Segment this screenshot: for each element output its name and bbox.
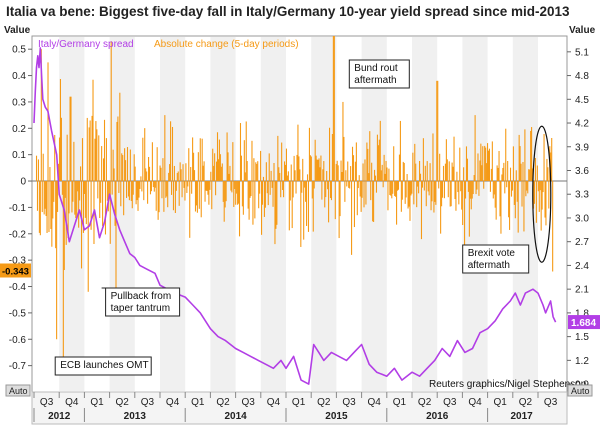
- x-quarter-label: Q3: [242, 397, 256, 408]
- legend-change: Absolute change (5-day periods): [154, 39, 299, 50]
- annotation-text: aftermath: [354, 75, 396, 86]
- last-change-box: [0, 263, 31, 278]
- x-quarter-label: Q4: [368, 397, 382, 408]
- spread-line: [33, 47, 557, 385]
- x-quarter-label: Q2: [418, 397, 432, 408]
- last-spread-box: [568, 315, 600, 330]
- x-quarter-label: Q1: [494, 397, 508, 408]
- x-year-label: 2014: [224, 411, 247, 422]
- quarter-band: [311, 37, 337, 391]
- x-quarter-label: Q3: [443, 397, 457, 408]
- right-tick-label: 3.0: [575, 213, 589, 224]
- annotation-text: aftermath: [468, 260, 510, 271]
- x-quarter-label: Q1: [393, 397, 407, 408]
- annotation-text: ECB launches OMT: [60, 360, 148, 371]
- right-tick-label: 5.1: [575, 47, 589, 58]
- right-tick-label: 4.2: [575, 119, 589, 130]
- quarter-band: [109, 37, 135, 391]
- right-tick-label: 1.2: [575, 356, 589, 367]
- x-quarter-label: Q4: [65, 397, 79, 408]
- auto-left-box: [5, 384, 31, 397]
- left-tick-label: 0.3: [12, 97, 26, 108]
- quarter-band: [512, 37, 538, 391]
- x-quarter-label: Q1: [90, 397, 104, 408]
- x-quarter-label: Q4: [166, 397, 180, 408]
- right-axis-label: Value: [569, 25, 596, 36]
- right-tick-label: 3.6: [575, 166, 589, 177]
- x-quarter-label: Q4: [267, 397, 281, 408]
- quarter-band: [361, 37, 387, 391]
- right-tick-label: 1.8: [575, 308, 589, 319]
- credit-text: Reuters graphics/Nigel Stephenson: [429, 379, 586, 390]
- right-tick-label: 2.1: [575, 285, 589, 296]
- quarter-band: [412, 37, 438, 391]
- annotation: ECB launches OMT: [54, 356, 152, 376]
- left-tick-label: -0.3: [9, 256, 27, 267]
- right-tick-label: 3.3: [575, 190, 589, 201]
- x-quarter-label: Q3: [342, 397, 356, 408]
- auto-right-label: Auto: [571, 386, 590, 396]
- chart-title: Italia va bene: Biggest five-day fall in…: [6, 4, 570, 19]
- quarter-band: [260, 37, 286, 391]
- annotation-text: taper tantrum: [111, 303, 170, 314]
- right-tick-label: 4.5: [575, 95, 589, 106]
- left-tick-label: -0.6: [9, 335, 27, 346]
- x-axis-area: [31, 391, 568, 425]
- highlight-ellipse: [532, 125, 552, 263]
- x-quarter-label: Q2: [216, 397, 230, 408]
- x-year-label: 2012: [48, 411, 71, 422]
- x-quarter-label: Q3: [141, 397, 155, 408]
- left-tick-label: -0.1: [9, 203, 27, 214]
- left-tick-label: -0.7: [9, 361, 27, 372]
- right-tick-label: 3.9: [575, 142, 589, 153]
- last-spread-value: 1.684: [571, 318, 596, 329]
- right-tick-label: 2.7: [575, 237, 589, 248]
- right-tick-label: 2.4: [575, 261, 589, 272]
- x-quarter-label: Q3: [40, 397, 54, 408]
- annotation-box: [54, 356, 152, 376]
- x-quarter-label: Q1: [191, 397, 205, 408]
- x-quarter-label: Q4: [468, 397, 482, 408]
- auto-right-box: [567, 384, 593, 397]
- x-quarter-label: Q3: [544, 397, 558, 408]
- auto-left-label: Auto: [9, 386, 28, 396]
- left-tick-label: -0.5: [9, 308, 27, 319]
- quarter-band: [160, 37, 186, 391]
- left-tick-label: -0.2: [9, 229, 27, 240]
- x-year-label: 2017: [510, 411, 533, 422]
- left-tick-label: -0.4: [9, 282, 27, 293]
- left-tick-label: 0.2: [12, 124, 26, 135]
- left-tick-label: 0.1: [12, 150, 26, 161]
- change-series: [35, 36, 554, 374]
- right-tick-label: 4.8: [575, 71, 589, 82]
- x-quarter-label: Q2: [519, 397, 533, 408]
- left-tick-label: 0.5: [12, 45, 26, 56]
- quarter-band: [462, 37, 488, 391]
- left-tick-label: 0.4: [12, 71, 26, 82]
- annotation-box: [105, 287, 181, 317]
- x-quarter-label: Q2: [116, 397, 130, 408]
- annotation-text: Bund rout: [354, 63, 398, 74]
- annotation-box: [462, 244, 530, 274]
- annotation-text: Pullback from: [111, 291, 172, 302]
- x-quarter-label: Q2: [317, 397, 331, 408]
- x-quarter-label: Q1: [292, 397, 306, 408]
- legend-spread: Italy/Germany spread: [38, 39, 134, 50]
- annotation-text: Brexit vote: [468, 248, 516, 259]
- annotation-box: [348, 59, 410, 89]
- x-year-label: 2016: [426, 411, 449, 422]
- last-change-value: -0.343: [2, 266, 29, 277]
- right-tick-label: 1.5: [575, 332, 589, 343]
- left-tick-label: 0: [20, 177, 26, 188]
- x-year-label: 2015: [325, 411, 348, 422]
- quarter-band: [210, 37, 236, 391]
- x-year-label: 2013: [124, 411, 147, 422]
- left-axis-label: Value: [4, 25, 31, 36]
